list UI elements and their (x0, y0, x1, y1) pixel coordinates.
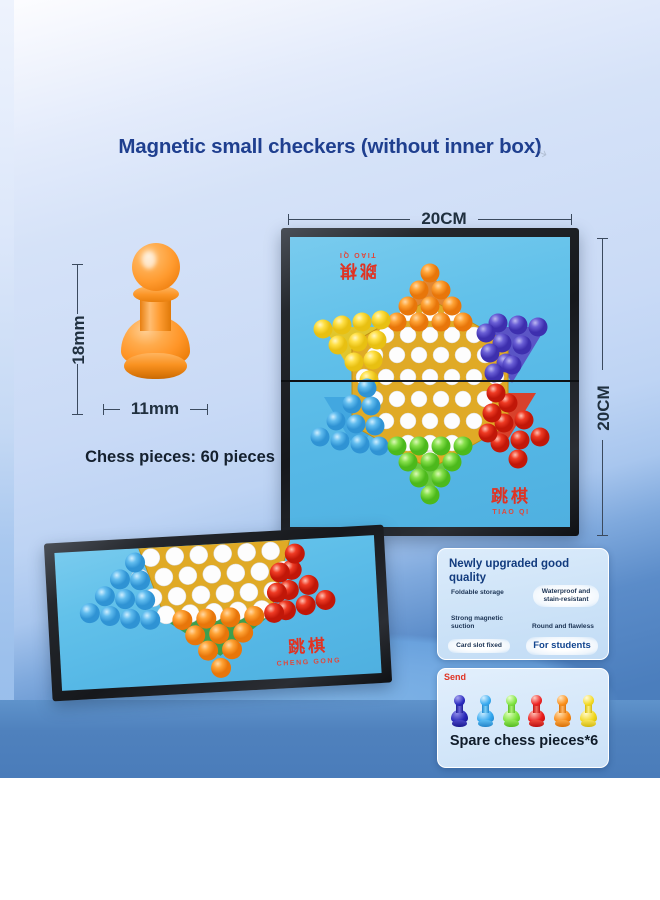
dim-line-height-lower (77, 364, 78, 414)
board-dimv-line-upper (602, 238, 603, 370)
board-dimv-line-lower (602, 440, 603, 535)
piece-height-label: 18mm (69, 315, 88, 365)
spare-piece-yellow (579, 695, 598, 729)
main-board-frame[interactable]: 跳棋 TIAO QI 跳棋 TIAO QI (281, 228, 579, 536)
feature-for-students: For students (526, 637, 598, 655)
spare-piece-base (580, 720, 596, 727)
dim-cap-right (207, 404, 208, 415)
dim-cap-bottom (72, 414, 83, 415)
brand-pinyin-top: TIAO QI (338, 251, 376, 258)
spare-piece-body (528, 710, 546, 723)
folded-board-graphic (79, 535, 336, 678)
spare-piece-head (505, 695, 517, 706)
feature-round-and-flawless: Round and flawless (532, 623, 594, 630)
board-dim-line-left (288, 219, 410, 220)
page-title: Magnetic small checkers (without inner b… (118, 135, 542, 158)
piece-collar (133, 286, 179, 302)
spare-piece-base (503, 720, 519, 727)
dim-line-width-left (103, 409, 120, 410)
spare-piece-neck (584, 704, 592, 713)
bottom-white-area (0, 778, 660, 900)
main-board-face: 跳棋 TIAO QI 跳棋 TIAO QI (290, 237, 570, 527)
spare-piece-head (531, 695, 543, 706)
feature-strong-magnetic-suction: Strong magnetic suction (451, 615, 504, 631)
spare-piece-body (451, 710, 468, 723)
spare-piece-body (579, 710, 597, 723)
spare-piece-head (454, 695, 465, 706)
spare-piece-head (479, 695, 491, 706)
brand-pinyin-bottom: TIAO QI (492, 509, 530, 516)
spare-piece-base (529, 720, 545, 727)
spare-piece-red (527, 695, 546, 729)
spare-piece-neck (559, 704, 567, 713)
folded-brand-han: 跳棋 (287, 635, 329, 659)
spare-pieces-caption: Spare chess pieces*6 (449, 733, 599, 749)
folded-board-brand: 跳棋 CHENG GONG (275, 635, 342, 668)
piece-neck (140, 297, 171, 331)
spare-pieces-row (450, 693, 598, 729)
spare-piece-body (502, 710, 520, 723)
background-left-strip (0, 0, 14, 778)
spare-piece-neck (456, 704, 463, 713)
spare-piece-body (476, 710, 494, 723)
spare-piece-neck (481, 704, 489, 713)
spare-piece-head (557, 695, 569, 706)
piece-width-label: 11mm (130, 399, 180, 418)
main-board-brand-bottom: 跳棋 TIAO QI (480, 487, 542, 517)
piece-head (132, 243, 180, 291)
spare-piece-head (582, 695, 594, 706)
board-dimv-cap-bottom (597, 535, 608, 536)
main-board-hinge (281, 380, 579, 382)
dim-line-width-right (190, 409, 207, 410)
feature-waterproof-stain-resistant: Waterproof and stain-resistant (533, 585, 599, 608)
spare-piece-orange (553, 695, 572, 729)
spare-piece-green (502, 695, 521, 729)
spare-piece-neck (507, 704, 515, 713)
spare-piece-lightblue (476, 695, 495, 729)
spare-piece-darkblue (450, 695, 469, 729)
piece-highlight (142, 251, 156, 269)
brand-han-bottom: 跳棋 (491, 487, 531, 507)
main-board-brand-top: 跳棋 TIAO QI (326, 251, 388, 280)
spare-piece-base (555, 720, 571, 727)
spare-pieces-card: Send (437, 668, 609, 768)
folded-board-frame[interactable]: 跳棋 CHENG GONG (43, 524, 393, 702)
feature-card-slot-fixed: Card slot fixed (448, 639, 510, 654)
board-dim-line-right (478, 219, 572, 220)
spare-piece-base (477, 720, 493, 727)
board-height-label: 20CM (594, 385, 613, 431)
board-width-label: 20CM (421, 209, 467, 228)
dim-line-height-upper (77, 264, 78, 314)
folded-board-face: 跳棋 CHENG GONG (54, 535, 382, 691)
piece-base (124, 353, 187, 379)
chess-piece-sample (112, 243, 198, 388)
features-card: Newly upgraded good quality Foldable sto… (437, 548, 609, 660)
feature-foldable-storage: Foldable storage (451, 589, 504, 596)
board-dim-cap-right (571, 214, 572, 225)
spare-piece-body (554, 710, 572, 723)
checkers-star-graphic (310, 263, 550, 505)
spare-piece-neck (533, 704, 541, 713)
pieces-count-label: Chess pieces: 60 pieces (85, 448, 275, 466)
features-title: Newly upgraded good quality (449, 558, 570, 585)
send-label: Send (444, 672, 467, 682)
brand-han-top: 跳棋 (337, 260, 377, 280)
spare-piece-base (452, 720, 467, 727)
